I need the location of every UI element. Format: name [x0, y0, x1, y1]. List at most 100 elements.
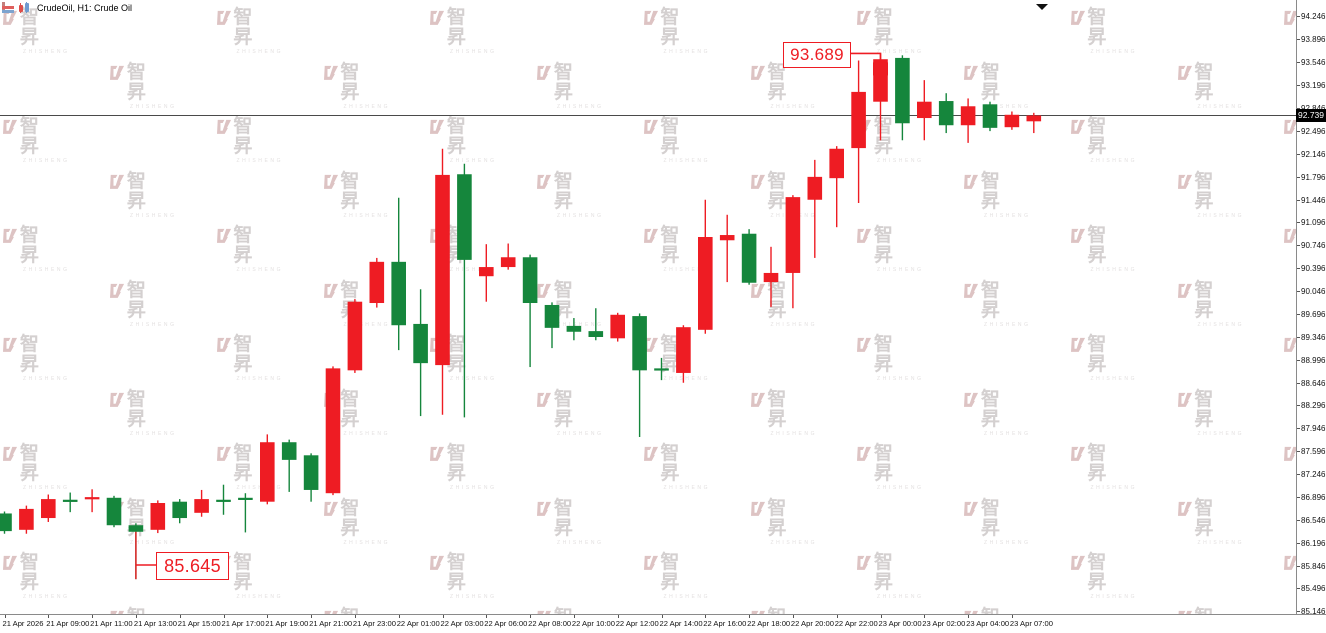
- price-axis-label: 92.846: [1301, 104, 1325, 113]
- chart-header: CrudeOil, H1: Crude Oil: [2, 2, 132, 13]
- price-tick: [1297, 611, 1300, 613]
- high-annotation-marker: [873, 62, 888, 76]
- candlestick: [1004, 111, 1020, 130]
- price-axis-label: 93.196: [1301, 81, 1326, 91]
- high-price-annotation[interactable]: 93.689: [783, 42, 851, 68]
- price-axis-label: 85.146: [1301, 607, 1326, 617]
- candle-body: [128, 525, 144, 532]
- price-axis-label: 87.596: [1301, 447, 1326, 457]
- candle-body: [1026, 115, 1042, 122]
- time-axis-label: 22 Apr 06:00: [484, 619, 528, 628]
- price-axis-label: 85.496: [1301, 584, 1326, 594]
- price-scale[interactable]: 94.246 93.896 93.546 93.196 92.846 92.496 92.1…: [1296, 0, 1326, 617]
- time-scale[interactable]: 21 Apr 2026 21 Apr 09:00 21 Apr 11:00 21 Ap…: [0, 614, 1326, 633]
- price-axis-label: 87.246: [1301, 470, 1326, 479]
- price-tick: [1297, 359, 1300, 361]
- candlestick: [479, 244, 494, 302]
- candlestick: [632, 313, 647, 437]
- candle-body: [719, 235, 735, 241]
- candlestick: [763, 246, 779, 307]
- time-axis-label: 23 Apr 02:00: [922, 619, 966, 628]
- candle-body: [851, 91, 866, 149]
- time-tick: [48, 615, 50, 618]
- time-axis-label: 21 Apr 15:00: [177, 619, 221, 628]
- candlestick: [719, 214, 735, 283]
- candle-body: [566, 325, 582, 332]
- price-tick: [1297, 130, 1300, 132]
- candle-body: [325, 368, 341, 494]
- price-axis-label: 90.046: [1301, 287, 1326, 296]
- price-tick: [1297, 542, 1300, 544]
- price-tick: [1297, 107, 1300, 109]
- candlestick: [457, 163, 472, 418]
- time-axis-label: 22 Apr 03:00: [440, 619, 484, 628]
- time-axis-label: 21 Apr 23:00: [352, 619, 396, 628]
- time-tick: [442, 615, 444, 618]
- candle-body: [829, 148, 844, 179]
- candlestick: [544, 302, 560, 349]
- market-watch-icon[interactable]: [2, 2, 14, 13]
- candle-body: [785, 197, 801, 273]
- time-tick: [267, 615, 269, 618]
- time-tick: [968, 615, 970, 618]
- time-axis-label: 22 Apr 18:00: [747, 619, 791, 628]
- time-tick: [836, 615, 838, 618]
- price-axis-label: 93.896: [1301, 35, 1326, 45]
- price-tick: [1297, 245, 1300, 247]
- price-tick: [1297, 451, 1300, 453]
- time-axis-label: 23 Apr 00:00: [878, 619, 922, 628]
- candle-body: [960, 106, 976, 126]
- time-axis-label: 21 Apr 13:00: [133, 619, 177, 628]
- candle-body: [238, 497, 253, 500]
- time-tick: [661, 615, 663, 618]
- candlestick: [785, 195, 801, 309]
- current-price-tag: 92.739: [1296, 108, 1326, 122]
- time-tick: [354, 615, 356, 618]
- candle-body: [347, 301, 363, 371]
- low-price-annotation[interactable]: 85.645: [156, 552, 229, 580]
- price-axis-label: 91.446: [1301, 195, 1326, 205]
- price-axis-label: 85.846: [1301, 561, 1326, 571]
- price-tick: [1297, 565, 1300, 567]
- candlestick: [435, 148, 450, 415]
- candle-body: [435, 174, 450, 366]
- candlestick: [676, 325, 691, 383]
- candlestick: [698, 199, 713, 334]
- price-axis-label: 94.246: [1301, 12, 1326, 22]
- time-tick: [705, 615, 707, 618]
- candle-body: [544, 304, 560, 328]
- candle-body: [150, 503, 166, 530]
- candle-body: [457, 174, 472, 260]
- candle-body: [84, 497, 100, 500]
- candle-body: [938, 101, 954, 126]
- time-tick: [223, 615, 225, 618]
- candle-body: [698, 236, 713, 330]
- chart-canvas[interactable]: [0, 0, 1296, 614]
- price-axis-label: 92.496: [1301, 126, 1326, 136]
- bar-chart-icon[interactable]: [18, 2, 30, 13]
- time-axis-label: 21 Apr 17:00: [221, 619, 265, 628]
- scroll-to-latest-marker[interactable]: [1036, 4, 1048, 10]
- candle-body: [303, 455, 319, 490]
- candlestick: [566, 318, 582, 341]
- time-tick: [792, 615, 794, 618]
- time-tick: [924, 615, 926, 618]
- price-tick: [1297, 199, 1300, 201]
- candlestick: [62, 492, 78, 513]
- time-tick: [398, 615, 400, 618]
- candlestick: [0, 511, 12, 534]
- candle-body: [610, 314, 625, 339]
- candle-body: [588, 331, 604, 337]
- candle-body: [741, 233, 757, 283]
- candlestick: [172, 499, 187, 524]
- candle-body: [0, 513, 12, 532]
- candlestick: [938, 93, 954, 134]
- time-axis-label: 22 Apr 12:00: [615, 619, 659, 628]
- candlestick: [610, 312, 625, 342]
- candlestick: [150, 500, 166, 534]
- price-axis-label: 90.396: [1301, 264, 1326, 274]
- time-axis-label: 22 Apr 01:00: [396, 619, 440, 628]
- candle-body: [763, 272, 779, 283]
- candle-body: [172, 501, 187, 519]
- time-axis-label: 23 Apr 07:00: [1009, 619, 1053, 628]
